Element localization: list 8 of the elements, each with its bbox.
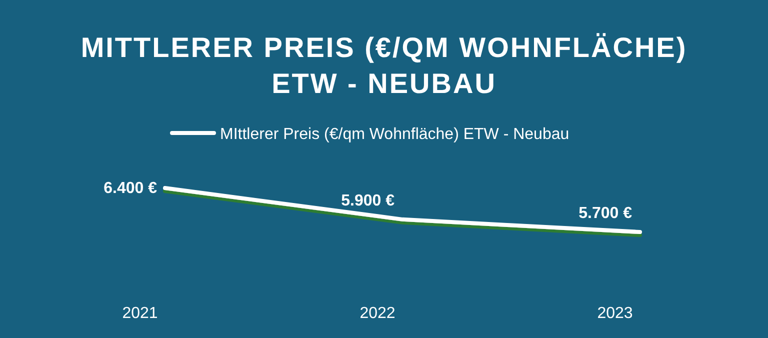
chart-title: MITTLERER PREIS (€/QM WOHNFLÄCHE) ETW - NEUBAU: [80, 32, 688, 99]
x-tick-label: 2021: [122, 305, 158, 322]
data-label: 5.700 €: [578, 205, 632, 222]
data-label: 5.900 €: [341, 192, 395, 210]
x-tick-label: 2023: [597, 305, 633, 322]
x-tick-label: 2022: [360, 305, 396, 322]
data-label: 6.400 €: [104, 180, 158, 197]
legend-label: MIttlerer Preis (€/qm Wohnfläche) ETW - Neubau: [220, 126, 570, 143]
